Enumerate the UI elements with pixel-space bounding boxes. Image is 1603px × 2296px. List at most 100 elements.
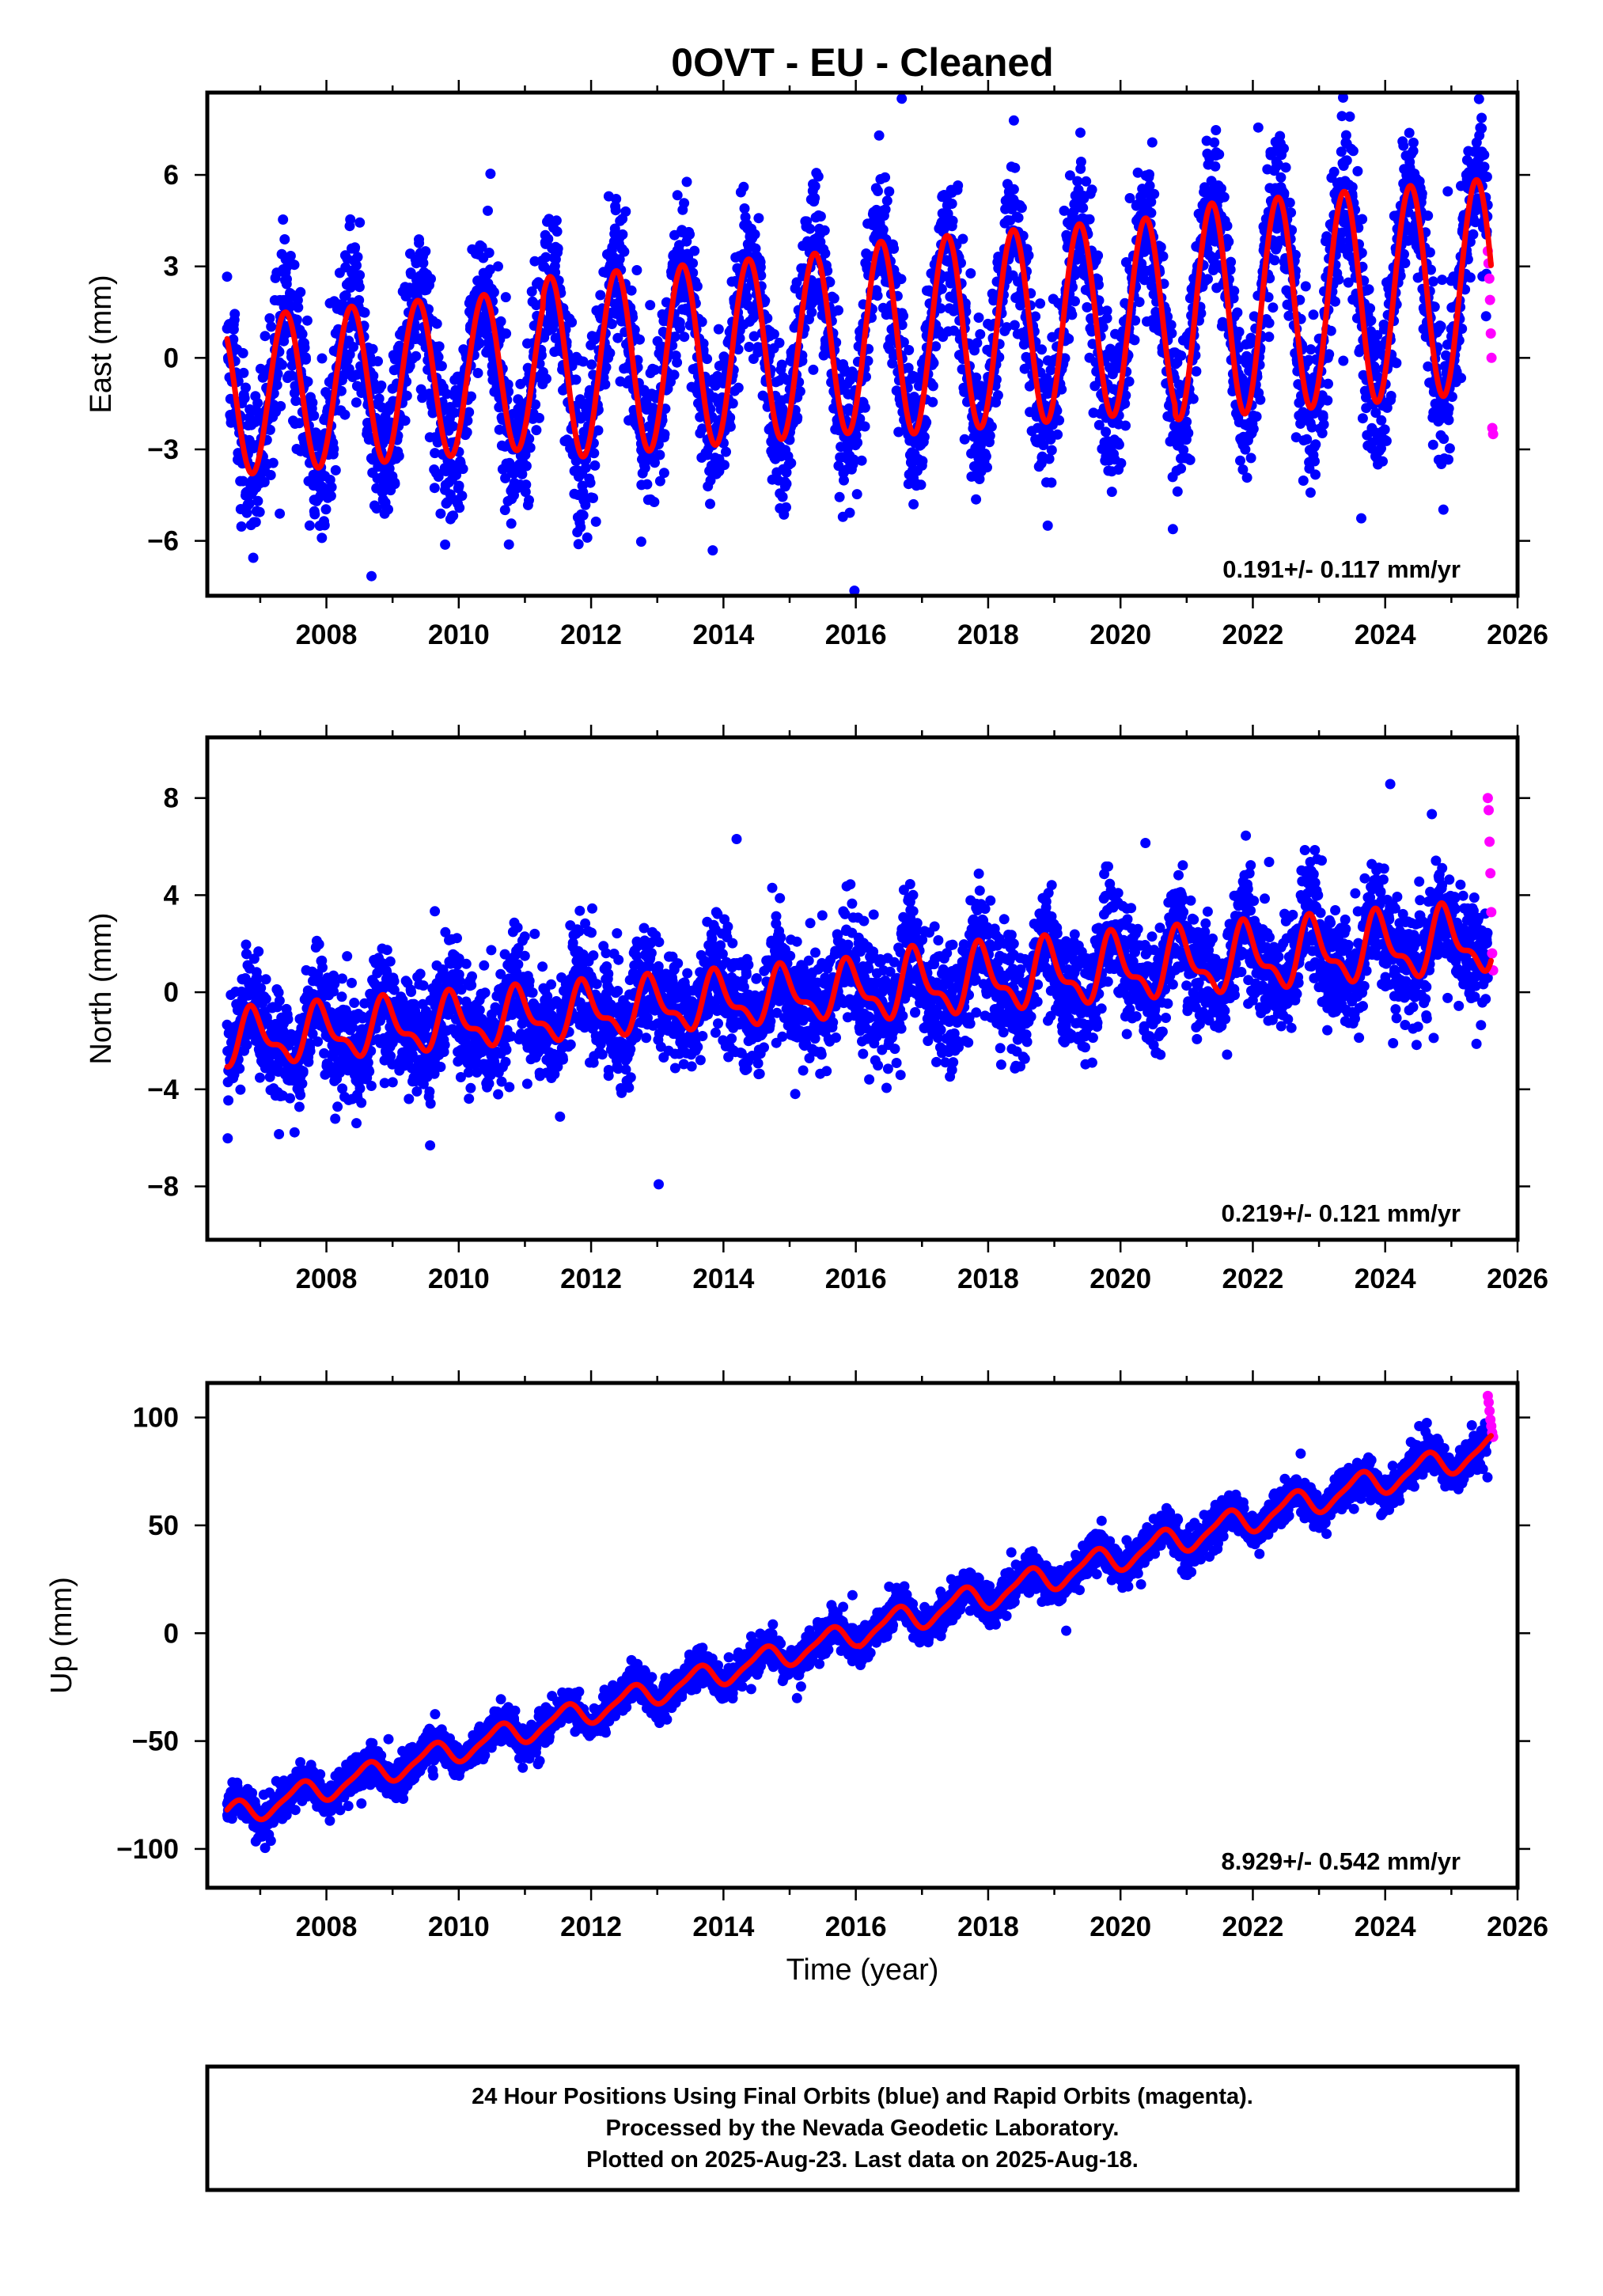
east-final-point xyxy=(1183,427,1194,438)
east-final-point xyxy=(1023,250,1034,261)
north-final-point xyxy=(241,1040,252,1051)
east-final-point xyxy=(619,246,630,257)
east-final-point xyxy=(275,508,286,519)
east-final-point xyxy=(1214,149,1225,160)
east-final-point xyxy=(1070,296,1080,307)
east-final-point xyxy=(1284,197,1295,208)
east-final-point xyxy=(1465,272,1476,283)
east-final-point xyxy=(1116,458,1127,468)
east-final-point xyxy=(679,198,690,209)
east-final-point xyxy=(713,324,724,335)
east-final-point xyxy=(316,353,328,364)
east-final-point xyxy=(384,463,395,474)
east-final-point xyxy=(1176,350,1187,361)
east-final-point xyxy=(600,379,611,390)
east-final-point xyxy=(896,274,907,285)
east-final-point xyxy=(874,130,885,141)
east-final-point xyxy=(1008,115,1019,126)
north-final-point xyxy=(295,1089,306,1101)
east-final-point xyxy=(1093,250,1104,261)
east-final-point xyxy=(1302,434,1313,445)
east-final-point xyxy=(543,233,554,244)
east-final-point xyxy=(1357,214,1368,225)
east-final-point xyxy=(946,199,957,209)
east-final-point xyxy=(957,233,968,244)
east-final-point xyxy=(373,393,385,404)
east-final-point xyxy=(919,431,930,442)
east-final-point xyxy=(1245,453,1256,464)
east-final-point xyxy=(927,396,938,407)
east-final-point xyxy=(340,290,351,301)
east-final-point xyxy=(503,539,514,550)
east-final-point xyxy=(570,374,582,385)
east-final-point xyxy=(339,409,351,420)
east-panel: 2008 2010 2012 2014 2016 2018 2020 2022 2024 2026… xyxy=(85,80,1548,650)
east-final-point xyxy=(1298,475,1309,486)
east-final-point xyxy=(292,295,303,305)
north-final-point xyxy=(260,994,271,1005)
east-final-point xyxy=(984,430,995,441)
east-final-point xyxy=(1223,237,1234,247)
east-final-point xyxy=(400,415,411,426)
east-final-point xyxy=(228,334,239,345)
x-tick-label: 2012 xyxy=(560,619,622,650)
east-final-point xyxy=(236,521,247,532)
east-final-point xyxy=(279,234,290,244)
east-final-point xyxy=(588,493,598,503)
east-final-point xyxy=(688,258,699,269)
east-final-point xyxy=(420,246,431,257)
east-final-point xyxy=(1286,207,1297,218)
east-final-point xyxy=(1333,274,1344,285)
east-final-point xyxy=(1423,210,1434,222)
east-final-point xyxy=(986,421,997,432)
east-final-point xyxy=(250,517,261,528)
east-final-point xyxy=(295,286,306,297)
east-rapid-point xyxy=(1486,352,1497,363)
north-final-point xyxy=(234,1063,245,1074)
east-final-point xyxy=(244,498,255,510)
east-final-point xyxy=(1416,188,1427,199)
east-final-point xyxy=(307,397,318,408)
east-final-point xyxy=(744,342,755,352)
north-final-point xyxy=(260,974,271,985)
east-final-point xyxy=(1328,166,1340,177)
east-final-point xyxy=(277,359,288,370)
east-final-point xyxy=(521,479,532,491)
north-final-point xyxy=(297,1066,309,1077)
east-final-point xyxy=(265,470,276,480)
east-final-point xyxy=(1191,366,1202,377)
east-final-point xyxy=(389,477,400,488)
east-final-point xyxy=(975,329,986,339)
east-final-point xyxy=(1437,275,1448,286)
east-final-point xyxy=(320,504,332,515)
east-final-point xyxy=(345,282,356,293)
east-final-point xyxy=(1427,276,1438,287)
east-final-point xyxy=(611,194,622,204)
east-final-point xyxy=(1443,415,1454,426)
x-tick-label: 2016 xyxy=(825,619,887,650)
east-final-point xyxy=(1310,439,1321,450)
east-final-point xyxy=(354,282,365,293)
east-final-point xyxy=(1381,435,1392,446)
east-final-point xyxy=(411,350,422,362)
east-final-point xyxy=(1129,335,1140,346)
east-final-point xyxy=(1067,309,1078,320)
east-final-point xyxy=(834,491,845,502)
east-final-point xyxy=(1010,162,1021,173)
east-final-point xyxy=(1235,455,1245,466)
east-final-point xyxy=(1338,355,1349,366)
east-final-point xyxy=(1443,454,1453,465)
east-final-point xyxy=(552,243,563,254)
east-final-point xyxy=(727,398,738,409)
east-final-point xyxy=(525,442,536,453)
east-final-point xyxy=(1167,524,1178,535)
east-final-point xyxy=(551,215,562,226)
east-final-point xyxy=(1379,424,1390,435)
east-final-point xyxy=(461,426,472,438)
east-final-point xyxy=(1251,411,1262,422)
east-final-point xyxy=(1158,251,1169,262)
east-final-point xyxy=(1308,309,1319,320)
east-final-point xyxy=(1347,182,1358,192)
east-final-point xyxy=(248,552,259,563)
east-final-point xyxy=(1101,313,1112,324)
